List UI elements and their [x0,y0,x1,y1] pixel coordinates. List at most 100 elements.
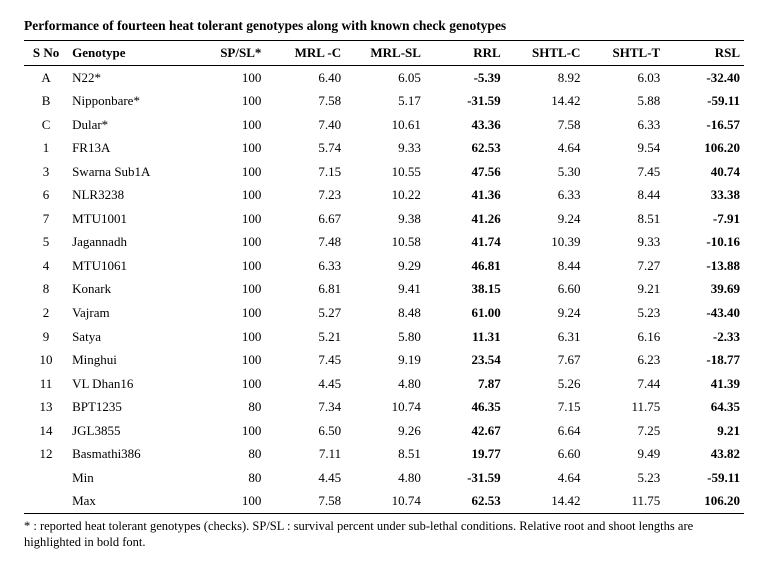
table-row: 2Vajram1005.278.4861.009.245.23-43.40 [24,301,744,325]
cell: -7.91 [664,207,744,231]
cell: Swarna Sub1A [68,160,186,184]
cell [24,466,68,490]
cell: 7.87 [425,372,505,396]
cell: 106.20 [664,136,744,160]
cell: 8.48 [345,301,425,325]
cell: 64.35 [664,395,744,419]
cell: 46.81 [425,254,505,278]
cell: 10 [24,348,68,372]
cell: 5.80 [345,325,425,349]
cell: -31.59 [425,466,505,490]
cell: 5.88 [584,89,664,113]
cell: 100 [186,89,266,113]
cell: 38.15 [425,277,505,301]
cell: 43.36 [425,113,505,137]
table-row: BNipponbare*1007.585.17-31.5914.425.88-5… [24,89,744,113]
cell: 7.58 [265,89,345,113]
cell: 23.54 [425,348,505,372]
cell: 13 [24,395,68,419]
cell: 7.45 [584,160,664,184]
cell: 7.23 [265,183,345,207]
cell: 62.53 [425,489,505,513]
cell: 9.21 [664,419,744,443]
table-footnote: * : reported heat tolerant genotypes (ch… [24,518,744,551]
cell: 10.74 [345,489,425,513]
cell: -32.40 [664,65,744,89]
cell: 7.40 [265,113,345,137]
cell: -59.11 [664,466,744,490]
cell: -31.59 [425,89,505,113]
cell: 5.27 [265,301,345,325]
cell: 11.75 [584,395,664,419]
cell: 5 [24,230,68,254]
table-row: 9Satya1005.215.8011.316.316.16-2.33 [24,325,744,349]
cell: 6.33 [505,183,585,207]
cell: 80 [186,466,266,490]
cell: 9.21 [584,277,664,301]
cell: -10.16 [664,230,744,254]
cell: 6 [24,183,68,207]
cell: 39.69 [664,277,744,301]
cell: 80 [186,442,266,466]
table-row: 11VL Dhan161004.454.807.875.267.4441.39 [24,372,744,396]
cell: 4.64 [505,466,585,490]
table-row: 12Basmathi386807.118.5119.776.609.4943.8… [24,442,744,466]
cell: Max [68,489,186,513]
table-row: 13BPT1235807.3410.7446.357.1511.7564.35 [24,395,744,419]
table-body: AN22*1006.406.05-5.398.926.03-32.40BNipp… [24,65,744,513]
cell: 7.15 [505,395,585,419]
cell: Min [68,466,186,490]
cell: 9.38 [345,207,425,231]
cell: 4 [24,254,68,278]
cell: 7.58 [265,489,345,513]
cell: 9.33 [584,230,664,254]
cell: 100 [186,277,266,301]
cell: 7 [24,207,68,231]
cell: 14 [24,419,68,443]
cell: 10.61 [345,113,425,137]
table-row: 1FR13A1005.749.3362.534.649.54106.20 [24,136,744,160]
cell: 6.40 [265,65,345,89]
cell: 10.58 [345,230,425,254]
cell: -2.33 [664,325,744,349]
col-header: RSL [664,41,744,66]
cell: 100 [186,113,266,137]
cell: 100 [186,325,266,349]
cell: 100 [186,136,266,160]
cell: 10.22 [345,183,425,207]
cell: 7.45 [265,348,345,372]
table-row: 4MTU10611006.339.2946.818.447.27-13.88 [24,254,744,278]
cell: Nipponbare* [68,89,186,113]
cell: 100 [186,207,266,231]
col-header: Genotype [68,41,186,66]
cell: 8.44 [505,254,585,278]
cell: 41.74 [425,230,505,254]
cell: Dular* [68,113,186,137]
cell: 7.67 [505,348,585,372]
cell: C [24,113,68,137]
cell: 7.25 [584,419,664,443]
cell: -43.40 [664,301,744,325]
col-header: SHTL-C [505,41,585,66]
cell: 62.53 [425,136,505,160]
table-row: 5Jagannadh1007.4810.5841.7410.399.33-10.… [24,230,744,254]
table-title: Performance of fourteen heat tolerant ge… [24,18,744,34]
cell: 42.67 [425,419,505,443]
col-header: MRL -C [265,41,345,66]
cell: Basmathi386 [68,442,186,466]
cell: 9.24 [505,207,585,231]
cell: 7.15 [265,160,345,184]
cell: 4.45 [265,466,345,490]
cell: 6.60 [505,277,585,301]
cell: 10.39 [505,230,585,254]
cell: BPT1235 [68,395,186,419]
cell: 9.19 [345,348,425,372]
table-header-row: S NoGenotypeSP/SL*MRL -CMRL-SLRRLSHTL-CS… [24,41,744,66]
cell: 47.56 [425,160,505,184]
cell: 3 [24,160,68,184]
cell: 6.64 [505,419,585,443]
cell: 9.33 [345,136,425,160]
cell: 19.77 [425,442,505,466]
cell: 9.24 [505,301,585,325]
cell: 7.48 [265,230,345,254]
